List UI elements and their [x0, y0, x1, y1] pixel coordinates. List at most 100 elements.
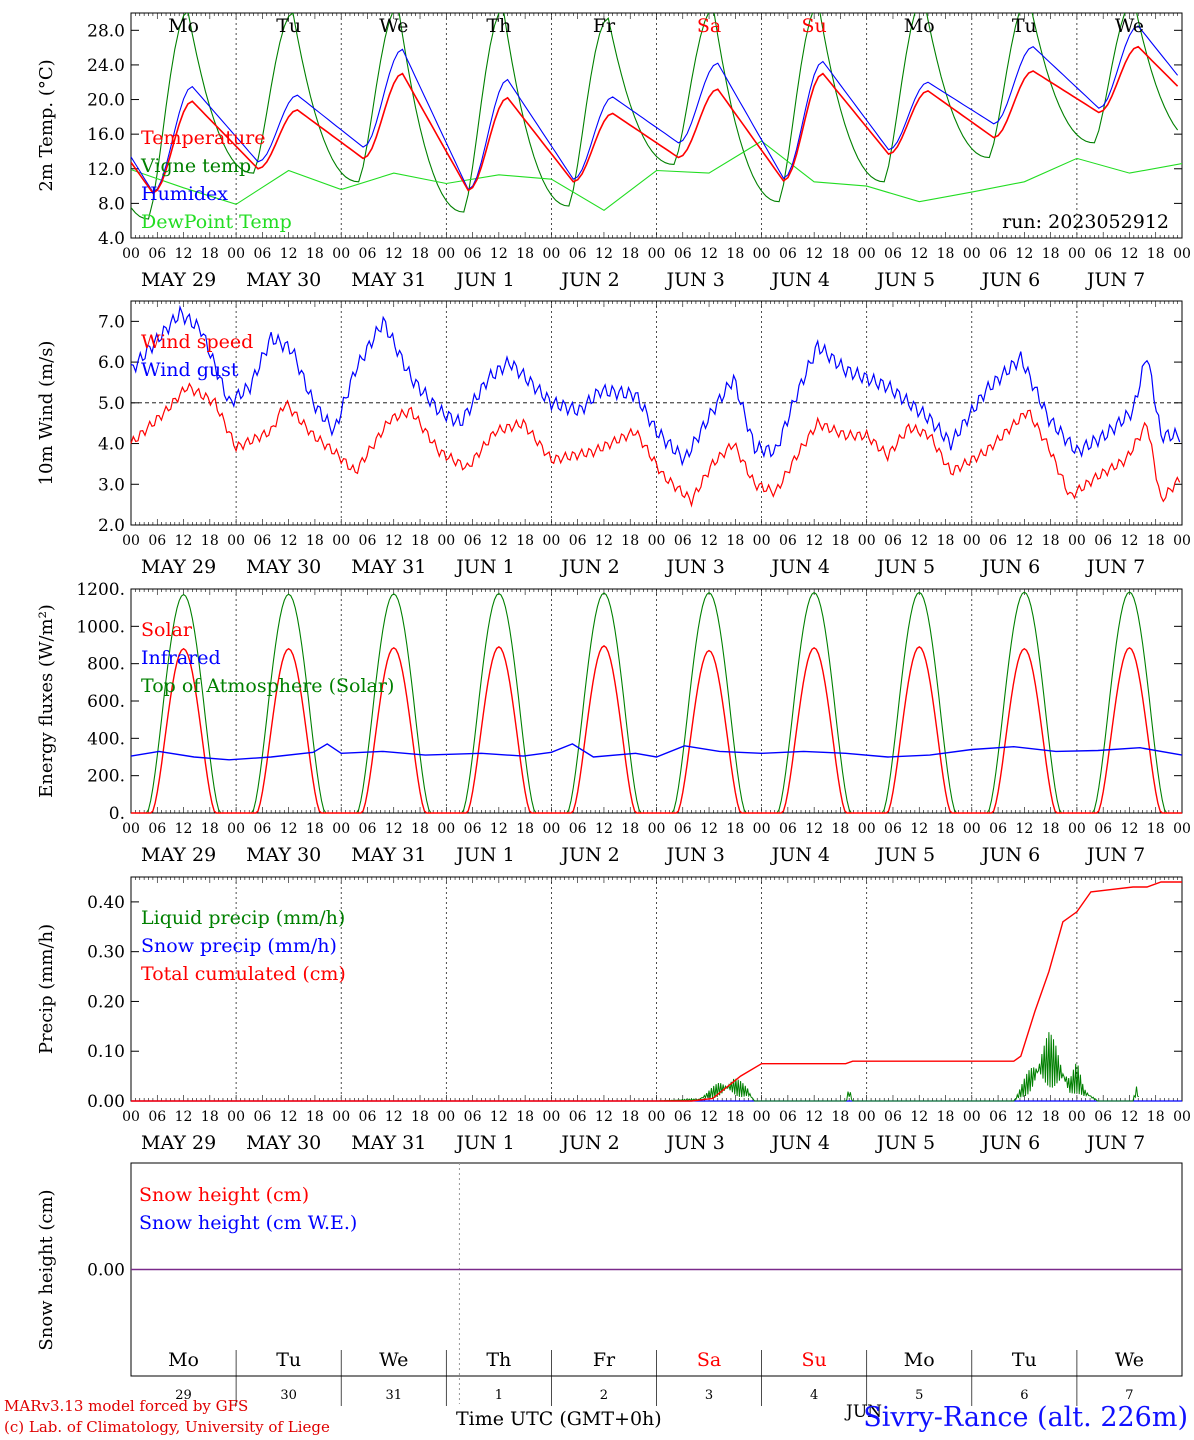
hour-tick-label: 12: [700, 533, 718, 549]
hour-tick-label: 06: [359, 246, 377, 262]
day-name: We: [379, 15, 408, 37]
date-label: JUN 3: [665, 844, 725, 866]
hour-tick-label: 00: [1173, 533, 1191, 549]
hour-tick-label: 06: [1094, 246, 1112, 262]
hour-tick-label: 06: [674, 1109, 692, 1125]
panel-4: Snow height (cm) 0.00 Mo 29 Tu 30 We 31 Th 1 Fr 2 Sa…: [36, 1162, 1183, 1406]
day-name: Fr: [593, 15, 616, 37]
hour-tick-label: 12: [175, 1109, 193, 1125]
hour-tick-label: 18: [306, 821, 324, 837]
hour-tick-label: 06: [989, 246, 1007, 262]
hour-tick-label: 00: [332, 246, 350, 262]
legend-entry: Total cumulated (cm): [141, 963, 346, 985]
series-vigne-temp: [131, 13, 1179, 220]
hour-tick-label: 18: [1042, 1109, 1060, 1125]
hour-tick-label: 12: [700, 1109, 718, 1125]
y-tick-label: 16.0: [87, 125, 125, 145]
series-infrared: [130, 743, 1183, 761]
hour-tick-label: 00: [753, 533, 771, 549]
day-name: We: [1115, 15, 1144, 37]
hour-tick-label: 12: [700, 821, 718, 837]
hour-tick-label: 00: [332, 533, 350, 549]
hour-tick-label: 00: [858, 533, 876, 549]
day-name: Tu: [276, 15, 301, 37]
date-label: MAY 30: [246, 556, 321, 578]
legend-entry: Liquid precip (mm/h): [141, 907, 345, 929]
hour-tick-label: 18: [937, 1109, 955, 1125]
y-tick-label: 0.00: [87, 1261, 125, 1281]
hour-tick-label: 12: [805, 821, 823, 837]
x-axis-hours: 00 06 12 18 00 06 12 18 00 06 12 18 00 06 12 18 00 06 12 18…: [122, 1109, 1191, 1154]
hour-tick-label: 00: [542, 1109, 560, 1125]
hour-tick-label: 00: [858, 821, 876, 837]
date-label: MAY 30: [246, 1132, 321, 1154]
panel-1: 10m Wind (m/s) 2.0 3.0 4.0 5.0 6.0 7.0: [36, 300, 1183, 536]
date-label: MAY 31: [351, 1132, 426, 1154]
hour-tick-label: 06: [1094, 533, 1112, 549]
y-tick-label: 4.0: [98, 229, 125, 249]
hour-tick-label: 18: [516, 533, 534, 549]
hour-tick-label: 18: [201, 1109, 219, 1125]
hour-tick-label: 12: [595, 246, 613, 262]
hour-tick-label: 00: [227, 821, 245, 837]
hour-tick-label: 12: [385, 821, 403, 837]
hour-tick-label: 00: [122, 821, 140, 837]
y-tick-label: 28.0: [87, 21, 125, 41]
legend-entry: Temperature: [141, 127, 265, 149]
x-axis-hours: 00 06 12 18 00 06 12 18 00 06 12 18 00 06 12 18 00 06 12 18…: [122, 821, 1191, 866]
legend-entry: Infrared: [141, 647, 221, 669]
date-label: JUN 7: [1085, 556, 1145, 578]
hour-tick-label: 06: [464, 821, 482, 837]
hour-tick-label: 00: [648, 533, 666, 549]
y-tick-label: 5.0: [98, 394, 125, 414]
hour-tick-label: 06: [569, 246, 587, 262]
series-wind-gust: [130, 304, 1181, 467]
hour-tick-label: 12: [490, 821, 508, 837]
y-tick-label: 4.0: [98, 435, 125, 455]
hour-tick-label: 00: [963, 1109, 981, 1125]
x-axis-label: Time UTC (GMT+0h): [456, 1408, 662, 1430]
hour-tick-label: 18: [411, 533, 429, 549]
hour-tick-label: 00: [122, 533, 140, 549]
hour-tick-label: 12: [910, 1109, 928, 1125]
y-axis-label: Energy fluxes (W/m²): [36, 604, 57, 798]
date-label: JUN 7: [1085, 269, 1145, 291]
hour-tick-label: 06: [253, 1109, 271, 1125]
date-label: JUN 6: [980, 269, 1040, 291]
hour-tick-label: 06: [884, 246, 902, 262]
legend-entry: Snow precip (mm/h): [141, 935, 337, 957]
day-name: Su: [802, 15, 827, 37]
legend-entry: Wind speed: [141, 331, 253, 353]
hour-tick-label: 12: [385, 246, 403, 262]
series-dewpoint-temp: [131, 140, 1182, 211]
hour-tick-label: 06: [569, 1109, 587, 1125]
hour-tick-label: 18: [1147, 821, 1165, 837]
hour-tick-label: 06: [148, 533, 166, 549]
hour-tick-label: 18: [516, 246, 534, 262]
legend-entry: Vigne temp: [140, 155, 251, 177]
day-number: 5: [915, 1388, 923, 1403]
hour-tick-label: 00: [227, 533, 245, 549]
day-number: 30: [280, 1388, 297, 1403]
hour-tick-label: 12: [595, 1109, 613, 1125]
hour-tick-label: 06: [359, 1109, 377, 1125]
hour-tick-label: 18: [937, 533, 955, 549]
hour-tick-label: 06: [464, 246, 482, 262]
hour-tick-label: 18: [411, 821, 429, 837]
hour-tick-label: 18: [201, 821, 219, 837]
hour-tick-label: 18: [1147, 533, 1165, 549]
hour-tick-label: 00: [963, 821, 981, 837]
model-credit: MARv3.13 model forced by GFS: [4, 1397, 249, 1415]
hour-tick-label: 18: [937, 821, 955, 837]
hour-tick-label: 18: [621, 821, 639, 837]
date-label: JUN 4: [770, 844, 830, 866]
legend-entry: Wind gust: [141, 359, 239, 381]
hour-tick-label: 00: [753, 1109, 771, 1125]
hour-tick-label: 18: [1042, 246, 1060, 262]
hour-tick-label: 00: [753, 246, 771, 262]
day-name: Mo: [168, 1349, 199, 1371]
day-name: Mo: [904, 1349, 935, 1371]
hour-tick-label: 06: [148, 1109, 166, 1125]
hour-tick-label: 00: [437, 533, 455, 549]
date-label: MAY 29: [141, 844, 216, 866]
